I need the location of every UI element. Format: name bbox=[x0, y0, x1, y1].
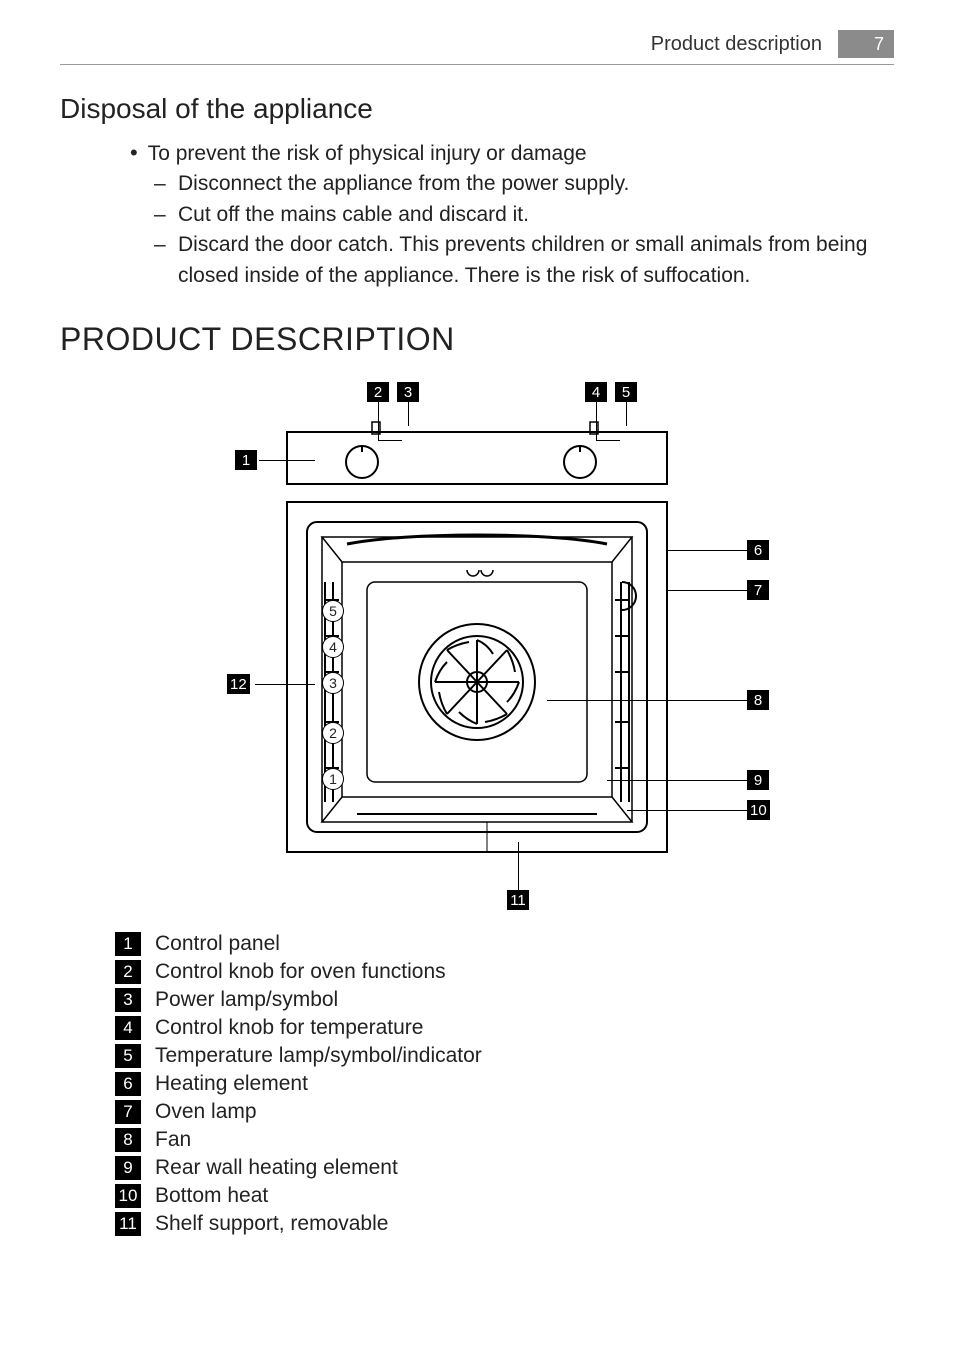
leader-line bbox=[518, 842, 519, 890]
sub-text: Cut off the mains cable and discard it. bbox=[178, 200, 529, 230]
legend-label: Power lamp/symbol bbox=[155, 988, 338, 1012]
leader-line bbox=[667, 590, 747, 591]
legend-number: 3 bbox=[115, 988, 141, 1012]
leader-line bbox=[607, 780, 747, 781]
sub-item: – Discard the door catch. This prevents … bbox=[154, 230, 894, 291]
dash-icon: – bbox=[154, 169, 168, 199]
legend-item: 1 Control panel bbox=[115, 932, 894, 956]
sub-list: – Disconnect the appliance from the powe… bbox=[154, 169, 894, 291]
sub-text: Discard the door catch. This prevents ch… bbox=[178, 230, 894, 291]
leader-line bbox=[667, 550, 747, 551]
page-number-badge: 7 bbox=[838, 30, 894, 58]
legend-label: Fan bbox=[155, 1128, 191, 1152]
legend-number: 9 bbox=[115, 1156, 141, 1180]
legend-list: 1 Control panel 2 Control knob for oven … bbox=[115, 932, 894, 1236]
dash-icon: – bbox=[154, 230, 168, 291]
disposal-list: • To prevent the risk of physical injury… bbox=[130, 139, 894, 291]
callout-11: 11 bbox=[507, 890, 529, 910]
callout-6: 6 bbox=[747, 540, 769, 560]
leader-line bbox=[596, 402, 597, 440]
callout-7: 7 bbox=[747, 580, 769, 600]
legend-number: 4 bbox=[115, 1016, 141, 1040]
leader-line bbox=[626, 402, 627, 426]
legend-item: 4 Control knob for temperature bbox=[115, 1016, 894, 1040]
legend-label: Heating element bbox=[155, 1072, 308, 1096]
legend-item: 7 Oven lamp bbox=[115, 1100, 894, 1124]
legend-label: Oven lamp bbox=[155, 1100, 257, 1124]
bullet-icon: • bbox=[130, 139, 138, 168]
callout-12: 12 bbox=[227, 674, 250, 694]
leader-line bbox=[259, 460, 315, 461]
leader-line bbox=[255, 684, 315, 685]
legend-item: 6 Heating element bbox=[115, 1072, 894, 1096]
legend-label: Shelf support, removable bbox=[155, 1212, 388, 1236]
callout-5: 5 bbox=[615, 382, 637, 402]
disposal-heading: Disposal of the appliance bbox=[60, 93, 894, 125]
leader-line bbox=[378, 402, 379, 440]
running-header: Product description 7 bbox=[60, 30, 894, 65]
leader-line bbox=[378, 440, 402, 441]
callout-9: 9 bbox=[747, 770, 769, 790]
sub-item: – Disconnect the appliance from the powe… bbox=[154, 169, 894, 199]
legend-number: 10 bbox=[115, 1184, 141, 1208]
oven-diagram: 2 3 4 5 1 12 6 7 8 9 10 11 5 4 3 bbox=[127, 382, 827, 912]
legend-label: Control knob for oven functions bbox=[155, 960, 446, 984]
callout-8: 8 bbox=[747, 690, 769, 710]
legend-number: 6 bbox=[115, 1072, 141, 1096]
product-description-heading: PRODUCT DESCRIPTION bbox=[60, 321, 894, 358]
leader-line bbox=[627, 810, 747, 811]
callout-1: 1 bbox=[235, 450, 257, 470]
legend-item: 3 Power lamp/symbol bbox=[115, 988, 894, 1012]
dash-icon: – bbox=[154, 200, 168, 230]
page-number: 7 bbox=[874, 34, 884, 55]
leader-line bbox=[408, 402, 409, 426]
callout-2: 2 bbox=[367, 382, 389, 402]
leader-line bbox=[596, 440, 620, 441]
oven-svg bbox=[227, 382, 727, 912]
leader-line bbox=[547, 700, 747, 701]
legend-item: 5 Temperature lamp/symbol/indicator bbox=[115, 1044, 894, 1068]
legend-label: Control knob for temperature bbox=[155, 1016, 423, 1040]
header-title: Product description bbox=[651, 33, 822, 56]
legend-label: Control panel bbox=[155, 932, 280, 956]
legend-number: 8 bbox=[115, 1128, 141, 1152]
sub-item: – Cut off the mains cable and discard it… bbox=[154, 200, 894, 230]
legend-item: 9 Rear wall heating element bbox=[115, 1156, 894, 1180]
legend-label: Rear wall heating element bbox=[155, 1156, 398, 1180]
legend-label: Temperature lamp/symbol/indicator bbox=[155, 1044, 482, 1068]
legend-number: 1 bbox=[115, 932, 141, 956]
callout-4: 4 bbox=[585, 382, 607, 402]
legend-number: 2 bbox=[115, 960, 141, 984]
sub-text: Disconnect the appliance from the power … bbox=[178, 169, 629, 199]
legend-item: 2 Control knob for oven functions bbox=[115, 960, 894, 984]
callout-10: 10 bbox=[747, 800, 770, 820]
legend-item: 10 Bottom heat bbox=[115, 1184, 894, 1208]
legend-number: 7 bbox=[115, 1100, 141, 1124]
bullet-item: • To prevent the risk of physical injury… bbox=[130, 139, 894, 169]
callout-3: 3 bbox=[397, 382, 419, 402]
legend-item: 11 Shelf support, removable bbox=[115, 1212, 894, 1236]
legend-number: 11 bbox=[115, 1212, 141, 1236]
bullet-text: To prevent the risk of physical injury o… bbox=[148, 139, 587, 169]
page-root: Product description 7 Disposal of the ap… bbox=[0, 0, 954, 1280]
legend-label: Bottom heat bbox=[155, 1184, 268, 1208]
legend-item: 8 Fan bbox=[115, 1128, 894, 1152]
legend-number: 5 bbox=[115, 1044, 141, 1068]
